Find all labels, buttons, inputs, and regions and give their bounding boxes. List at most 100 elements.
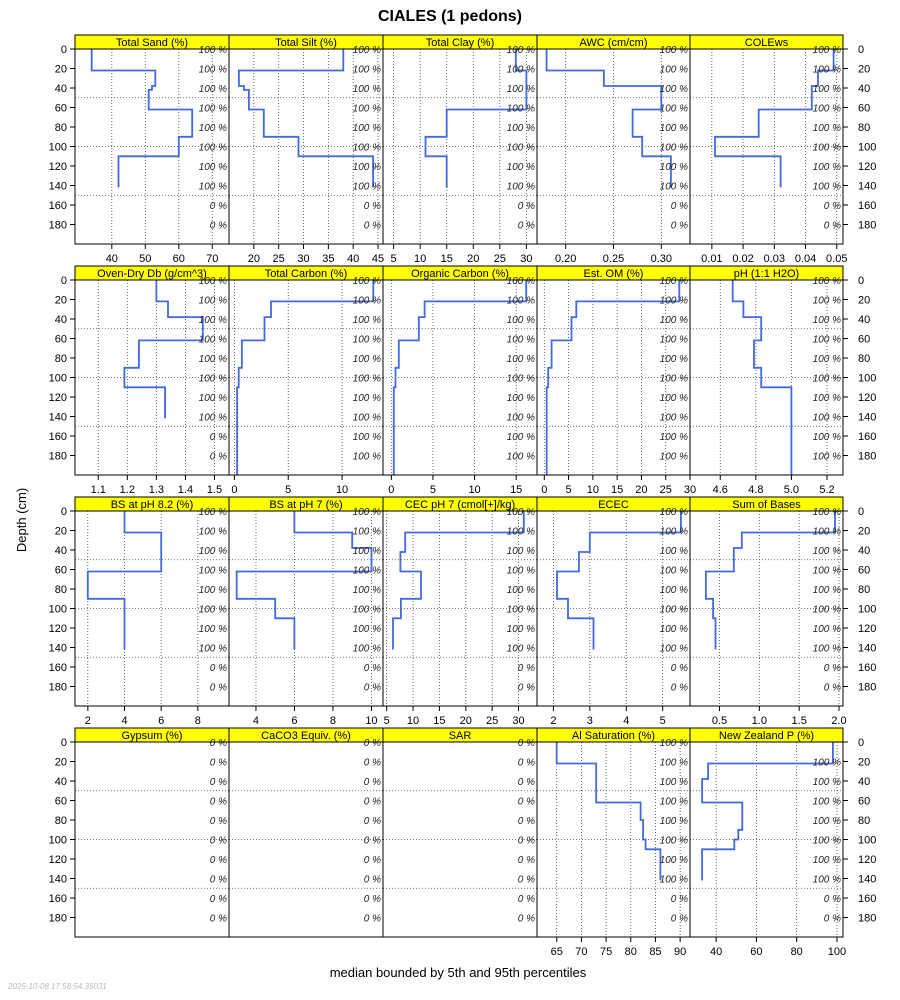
timestamp: 2025-10-08 17:58:54.35031 bbox=[7, 982, 107, 991]
panel-border bbox=[382, 741, 538, 938]
panel: Total Silt (%) 100 % 100 % 100 % 100 % 100 % 1… bbox=[228, 34, 384, 265]
percent-label: 0 % bbox=[824, 221, 841, 232]
percent-label: 100 % bbox=[813, 797, 841, 808]
y-tick-label: 100 bbox=[49, 142, 67, 154]
x-tick-label: 0 bbox=[231, 484, 237, 496]
y-tick-label: 60 bbox=[858, 334, 870, 346]
percent-label: 100 % bbox=[353, 452, 381, 463]
x-tick-label: 0.03 bbox=[764, 253, 785, 265]
percent-label: 100 % bbox=[199, 644, 227, 655]
percent-label: 100 % bbox=[353, 354, 381, 365]
percent-label: 0 % bbox=[518, 914, 535, 925]
x-tick-label: 60 bbox=[173, 253, 185, 265]
panel-title: CaCO3 Equiv. (%) bbox=[261, 730, 351, 742]
percent-label: 0 % bbox=[518, 855, 535, 866]
percent-label: 100 % bbox=[813, 585, 841, 596]
percent-label: 0 % bbox=[364, 683, 381, 694]
x-tick-label: 0 bbox=[388, 484, 394, 496]
percent-label: 100 % bbox=[660, 644, 688, 655]
percent-label: 0 % bbox=[364, 894, 381, 905]
percent-label: 100 % bbox=[353, 104, 381, 115]
y-tick-label: 40 bbox=[858, 83, 870, 95]
x-tick-label: 40 bbox=[106, 253, 118, 265]
percent-label: 100 % bbox=[199, 296, 227, 307]
percent-label: 100 % bbox=[813, 875, 841, 886]
percent-label: 0 % bbox=[364, 777, 381, 788]
percent-label: 0 % bbox=[364, 855, 381, 866]
y-tick-label: 180 bbox=[858, 451, 876, 463]
x-tick-label: 5 bbox=[430, 484, 436, 496]
profile-line bbox=[701, 742, 834, 881]
percent-label: 100 % bbox=[813, 624, 841, 635]
x-tick-label: 20 bbox=[248, 253, 260, 265]
y-tick-label: 0 bbox=[858, 275, 864, 287]
profile-line bbox=[123, 280, 204, 419]
x-tick-label: 4.6 bbox=[713, 484, 728, 496]
percent-label: 100 % bbox=[813, 143, 841, 154]
x-tick-label: 70 bbox=[575, 946, 587, 958]
y-tick-label: 140 bbox=[49, 181, 67, 193]
y-tick-label: 80 bbox=[858, 122, 870, 134]
percent-label: 0 % bbox=[518, 221, 535, 232]
profile-line bbox=[424, 49, 528, 188]
percent-label: 100 % bbox=[199, 182, 227, 193]
percent-label: 100 % bbox=[353, 393, 381, 404]
percent-label: 100 % bbox=[199, 65, 227, 76]
percent-label: 100 % bbox=[353, 276, 381, 287]
percent-label: 0 % bbox=[210, 894, 227, 905]
x-tick-label: 20 bbox=[467, 253, 479, 265]
percent-label: 100 % bbox=[660, 182, 688, 193]
profile-line bbox=[705, 511, 836, 650]
x-tick-label: 25 bbox=[660, 484, 672, 496]
panel-title: SAR bbox=[449, 730, 472, 742]
percent-label: 100 % bbox=[353, 84, 381, 95]
percent-label: 100 % bbox=[353, 123, 381, 134]
percent-label: 0 % bbox=[518, 738, 535, 749]
panel-grid: Total Sand (%)100 %100 %100 %100 %100 %1… bbox=[49, 34, 876, 958]
y-tick-label: 140 bbox=[49, 643, 67, 655]
percent-label: 100 % bbox=[660, 84, 688, 95]
percent-label: 100 % bbox=[199, 393, 227, 404]
x-axis-label: median bounded by 5th and 95th percentil… bbox=[330, 965, 587, 980]
y-tick-label: 140 bbox=[49, 412, 67, 424]
profile-line bbox=[235, 511, 373, 650]
y-tick-label: 80 bbox=[55, 815, 67, 827]
percent-label: 100 % bbox=[353, 624, 381, 635]
y-tick-label: 40 bbox=[858, 545, 870, 557]
x-tick-label: 30 bbox=[684, 484, 696, 496]
y-tick-label: 100 bbox=[858, 373, 876, 385]
percent-label: 0 % bbox=[518, 797, 535, 808]
percent-label: 100 % bbox=[507, 507, 535, 518]
percent-label: 100 % bbox=[660, 758, 688, 769]
y-tick-label: 180 bbox=[858, 913, 876, 925]
x-tick-label: 80 bbox=[791, 946, 803, 958]
percent-label: 100 % bbox=[199, 84, 227, 95]
percent-label: 0 % bbox=[824, 683, 841, 694]
percent-label: 100 % bbox=[507, 182, 535, 193]
percent-label: 0 % bbox=[824, 914, 841, 925]
percent-label: 100 % bbox=[660, 335, 688, 346]
percent-label: 100 % bbox=[813, 644, 841, 655]
panel-title: COLEws bbox=[745, 37, 789, 49]
percent-label: 0 % bbox=[364, 836, 381, 847]
percent-label: 100 % bbox=[199, 354, 227, 365]
y-tick-label: 120 bbox=[858, 623, 876, 635]
y-tick-label: 80 bbox=[55, 584, 67, 596]
percent-label: 100 % bbox=[507, 624, 535, 635]
percent-label: 100 % bbox=[660, 104, 688, 115]
percent-label: 100 % bbox=[813, 104, 841, 115]
y-tick-label: 100 bbox=[49, 835, 67, 847]
percent-label: 0 % bbox=[210, 201, 227, 212]
y-tick-label: 20 bbox=[858, 757, 870, 769]
percent-label: 0 % bbox=[364, 663, 381, 674]
x-tick-label: 1.4 bbox=[178, 484, 193, 496]
y-tick-label: 100 bbox=[49, 604, 67, 616]
x-tick-label: 1.3 bbox=[149, 484, 164, 496]
x-tick-label: 35 bbox=[322, 253, 334, 265]
y-tick-label: 120 bbox=[49, 854, 67, 866]
panel: Al Saturation (%) 100 % 100 % 100 % 100 % 100… bbox=[536, 727, 691, 958]
y-tick-label: 60 bbox=[55, 565, 67, 577]
y-tick-label: 160 bbox=[858, 200, 876, 212]
percent-label: 100 % bbox=[660, 738, 688, 749]
percent-label: 100 % bbox=[660, 374, 688, 385]
